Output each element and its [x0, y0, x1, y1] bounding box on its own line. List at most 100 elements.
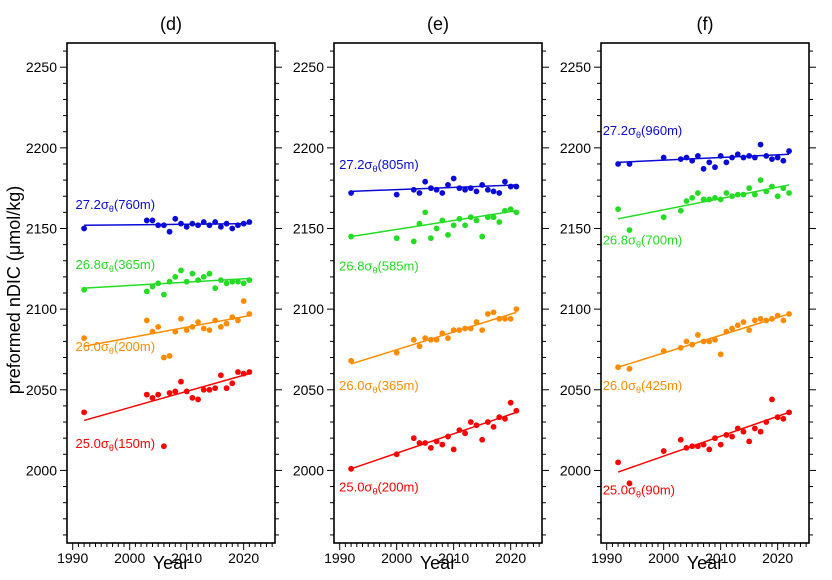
data-point [427, 185, 434, 192]
data-point [348, 465, 354, 472]
data-point [660, 214, 667, 221]
y-tick-label: 2200 [560, 140, 591, 156]
plot-frame [333, 42, 543, 544]
series-26-8: 26.8σθ(365m) [76, 257, 253, 298]
data-point [700, 196, 707, 203]
series-label: 27.2σθ(805m) [339, 157, 419, 174]
data-point [393, 451, 400, 458]
data-point [694, 153, 701, 159]
data-point [484, 311, 491, 317]
panel-title: (d) [160, 14, 182, 34]
data-point [746, 327, 753, 333]
data-point [479, 327, 486, 333]
data-point [149, 328, 156, 335]
data-point [706, 446, 713, 453]
y-tick-label: 2150 [293, 220, 324, 236]
data-point [348, 190, 354, 196]
data-point [240, 370, 247, 377]
series-25-0: 25.0σθ(200m) [339, 399, 520, 496]
x-axis-label: Year [687, 553, 723, 573]
data-point [700, 441, 707, 448]
series-label: 26.0σθ(200m) [76, 339, 156, 356]
y-tick-label: 2250 [560, 59, 591, 75]
data-point [143, 391, 150, 398]
data-point [416, 190, 423, 196]
data-point [348, 233, 354, 240]
data-point [490, 309, 497, 316]
data-point [240, 298, 247, 304]
data-point [740, 319, 747, 325]
data-point [172, 273, 179, 280]
data-point [172, 328, 179, 335]
data-point [734, 322, 741, 329]
data-point [484, 214, 491, 221]
data-point [734, 151, 741, 158]
data-point [155, 323, 162, 330]
data-point [416, 343, 423, 350]
series-26-8: 26.8σθ(585m) [339, 206, 520, 275]
data-point [160, 291, 167, 298]
data-point [178, 220, 184, 227]
data-point [507, 399, 514, 406]
x-tick-label: 2010 [171, 550, 202, 566]
data-point [235, 278, 241, 285]
data-point [774, 414, 781, 421]
data-point [513, 407, 520, 414]
data-point [143, 217, 150, 224]
series-25-0: 25.0σθ(90m) [603, 396, 792, 500]
data-point [81, 409, 87, 416]
data-point [149, 394, 156, 401]
data-point [223, 385, 230, 392]
data-point [456, 327, 463, 333]
data-point [200, 219, 207, 225]
series-label: 25.0σθ(90m) [603, 483, 675, 500]
data-point [416, 220, 423, 227]
x-tick-label: 1990 [591, 550, 622, 566]
panel-d: (d) 2000 2050 2100 2150 2200 2250 1990 2000 2010 2… [26, 14, 282, 573]
data-point [439, 330, 446, 337]
data-point [751, 425, 758, 432]
data-point [513, 183, 520, 190]
data-point [751, 191, 758, 198]
data-point [149, 217, 156, 224]
data-point [178, 267, 184, 274]
data-point [143, 288, 150, 295]
series-label: 26.0σθ(425m) [603, 378, 683, 395]
trend-line [84, 222, 250, 227]
data-point [660, 348, 667, 354]
data-point [473, 188, 480, 195]
data-point [427, 336, 434, 343]
data-point [769, 183, 775, 190]
data-point [422, 440, 429, 446]
data-point [229, 278, 236, 285]
data-point [763, 419, 770, 425]
data-point [513, 306, 520, 313]
data-point [700, 165, 707, 172]
data-point [513, 209, 520, 216]
data-point [774, 312, 781, 319]
data-point [422, 335, 429, 342]
panel-title: (e) [427, 14, 449, 34]
data-point [467, 419, 474, 425]
data-point [769, 315, 775, 322]
y-tick-label: 2250 [293, 59, 324, 75]
data-point [700, 338, 707, 345]
data-point [683, 154, 690, 161]
x-tick-label: 2010 [438, 550, 469, 566]
data-point [615, 161, 621, 167]
panel-e: (e) 2000 2050 2100 2150 2200 2250 1990 2000 2010 2… [293, 14, 549, 573]
data-point [450, 446, 457, 453]
data-point [683, 198, 690, 204]
data-point [473, 422, 480, 429]
data-point [81, 335, 87, 342]
trend-line [618, 153, 790, 164]
data-point [393, 349, 400, 356]
data-point [166, 353, 173, 359]
data-point [757, 141, 764, 148]
data-point [723, 328, 730, 335]
data-point [615, 459, 621, 466]
x-axis-label: Year [420, 553, 456, 573]
x-axis-label: Year [153, 553, 189, 573]
data-point [712, 194, 718, 201]
data-point [467, 325, 474, 332]
